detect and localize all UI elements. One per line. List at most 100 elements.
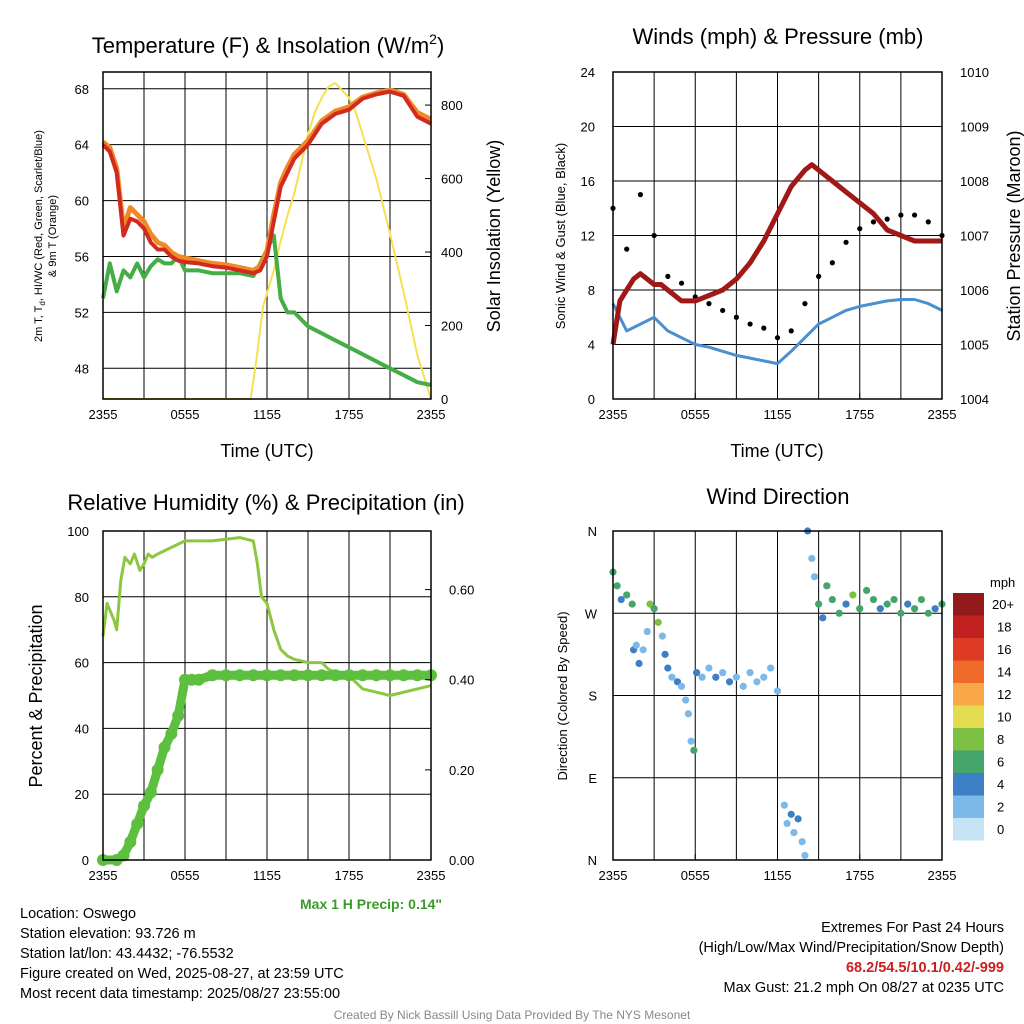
precip-point bbox=[206, 669, 219, 682]
direction-point bbox=[828, 595, 836, 604]
gust-point bbox=[774, 335, 781, 341]
direction-point bbox=[931, 605, 939, 613]
direction-point bbox=[746, 669, 754, 677]
direction-grid bbox=[613, 530, 942, 861]
gust-point bbox=[816, 273, 822, 279]
direction-point bbox=[725, 678, 734, 686]
y2-tick-label: 1009 bbox=[960, 120, 989, 135]
y-tick-label: 24 bbox=[581, 65, 595, 80]
gust-point bbox=[925, 219, 931, 225]
pressure-ylabel: Station Pressure (Maroon) bbox=[1004, 130, 1024, 341]
colorbar-swatch bbox=[953, 818, 984, 841]
direction-point bbox=[617, 595, 625, 604]
gust-point bbox=[651, 232, 657, 239]
colorbar-label: 6 bbox=[997, 755, 1004, 770]
humidity-title: Relative Humidity (%) & Precipitation (i… bbox=[67, 490, 464, 515]
humidity-grid bbox=[103, 530, 431, 861]
colorbar-label: 12 bbox=[997, 687, 1011, 702]
colorbar-swatch bbox=[953, 683, 984, 706]
gust-point bbox=[624, 246, 630, 252]
speed-colorbar: 20+ 18 16 14 12 10 8 6 4 2 0 bbox=[953, 593, 1014, 841]
direction-point bbox=[712, 673, 720, 681]
y2-tick-label: 600 bbox=[441, 172, 463, 187]
winds-title: Winds (mph) & Pressure (mb) bbox=[633, 24, 924, 49]
gust-point bbox=[720, 307, 726, 314]
direction-point bbox=[849, 591, 857, 599]
temp-2m-line bbox=[101, 89, 432, 276]
direction-point bbox=[876, 605, 884, 613]
direction-point bbox=[613, 582, 621, 590]
y-tick-label: 12 bbox=[581, 229, 595, 244]
colorbar-label: 20+ bbox=[992, 597, 1014, 612]
winds-xlabel: Time (UTC) bbox=[730, 441, 823, 461]
y-tick-label: 16 bbox=[581, 174, 595, 189]
y2-tick-label: 0.40 bbox=[449, 673, 474, 688]
y-tick-label: 56 bbox=[75, 249, 89, 264]
direction-point bbox=[650, 605, 658, 613]
y-tick-label: 60 bbox=[75, 656, 89, 671]
direction-point bbox=[924, 609, 932, 617]
created-text: Figure created on Wed, 2025-08-27, at 23… bbox=[20, 966, 344, 982]
precip-point bbox=[384, 669, 396, 682]
direction-ylabel: Direction (Colored By Speed) bbox=[555, 611, 570, 780]
precip-point bbox=[117, 849, 130, 862]
recent-text: Most recent data timestamp: 2025/08/27 2… bbox=[20, 986, 341, 1002]
direction-point bbox=[780, 801, 788, 809]
dewpoint-line bbox=[101, 233, 432, 387]
direction-point bbox=[664, 664, 672, 672]
direction-point bbox=[773, 687, 782, 695]
direction-point bbox=[801, 851, 809, 860]
gust-point bbox=[857, 226, 863, 232]
y2-tick-label: 0.20 bbox=[449, 763, 474, 778]
winds-ylabel: Sonic Wind & Gust (Blue, Black) bbox=[553, 143, 568, 329]
x-tick-label: 2355 bbox=[89, 407, 118, 422]
direction-point bbox=[794, 815, 802, 823]
direction-point bbox=[639, 646, 647, 654]
temperature-axes: 2355 0555 1155 1755 2355 48 52 56 60 64 68 0 200 400 6… bbox=[75, 82, 463, 422]
direction-point bbox=[739, 682, 747, 690]
colorbar-swatch bbox=[953, 593, 984, 616]
direction-point bbox=[687, 737, 695, 745]
temperature-xlabel: Time (UTC) bbox=[220, 441, 313, 461]
x-tick-label: 1155 bbox=[253, 868, 281, 883]
direction-point bbox=[635, 659, 643, 668]
direction-point bbox=[668, 673, 676, 681]
direction-title: Wind Direction bbox=[706, 484, 849, 509]
insolation-line bbox=[103, 81, 432, 400]
y-tick-label: 20 bbox=[75, 787, 89, 802]
direction-point bbox=[808, 554, 816, 563]
location-text: Location: Oswego bbox=[20, 906, 137, 922]
colorbar-swatch bbox=[953, 750, 984, 773]
temperature-ylabel-line1: 2m T, Td, HI/WC (Red, Green, Scarlet/Blu… bbox=[33, 130, 47, 342]
direction-point bbox=[705, 664, 713, 672]
extremes-values: 68.2/54.5/10.1/0.42/-999 bbox=[845, 960, 1004, 976]
gust-point bbox=[788, 328, 794, 334]
temperature-panel: Temperature (F) & Insolation (W/m2) 2355… bbox=[33, 31, 504, 461]
winds-grid bbox=[613, 71, 942, 400]
colorbar-label: 8 bbox=[997, 732, 1004, 747]
colorbar-swatch bbox=[953, 705, 984, 728]
x-tick-label: 2355 bbox=[89, 868, 118, 883]
direction-point bbox=[863, 586, 871, 595]
x-tick-label: 1755 bbox=[845, 407, 874, 422]
direction-point bbox=[815, 600, 823, 608]
direction-point bbox=[810, 573, 819, 581]
direction-point bbox=[698, 673, 706, 681]
colorbar-swatch bbox=[953, 660, 984, 683]
direction-panel: Wind Direction 2355 0555 1155 1755 2355NESWN… bbox=[555, 484, 1015, 883]
y-tick-label: 8 bbox=[588, 283, 595, 298]
precip-point bbox=[343, 669, 355, 682]
direction-point bbox=[904, 600, 912, 608]
x-tick-label: 2355 bbox=[417, 868, 446, 883]
x-tick-label: 2355 bbox=[928, 868, 957, 883]
direction-point bbox=[767, 664, 775, 672]
direction-point bbox=[790, 828, 798, 837]
gust-point bbox=[884, 216, 890, 222]
direction-point bbox=[897, 609, 905, 617]
y2-tick-label: 0 bbox=[441, 392, 448, 407]
temperature-series bbox=[101, 81, 433, 400]
colorbar-swatch bbox=[953, 795, 984, 818]
latlon-text: Station lat/lon: 43.4432; -76.5532 bbox=[20, 946, 234, 962]
